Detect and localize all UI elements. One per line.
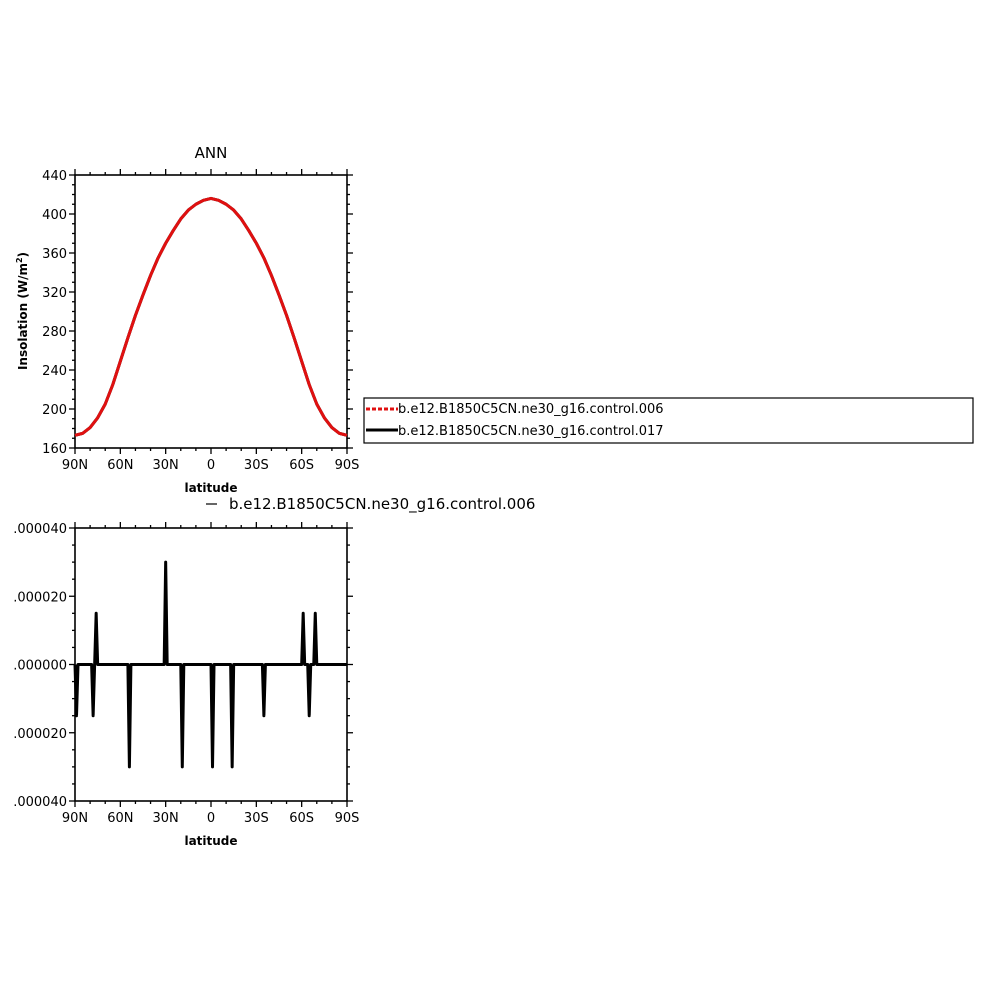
y-tick-label: .000040: [13, 522, 67, 537]
legend-entry-006: b.e12.B1850C5CN.ne30_g16.control.006: [398, 402, 664, 417]
legend-entry-017: b.e12.B1850C5CN.ne30_g16.control.017: [398, 424, 664, 439]
x-tick-label: 90N: [62, 458, 88, 473]
x-tick-label: 30N: [153, 811, 179, 826]
y-tick-label: 240: [42, 364, 67, 379]
x-axis-label: latitude: [184, 834, 237, 848]
x-tick-label: 90S: [335, 811, 360, 826]
y-tick-label: 200: [42, 403, 67, 418]
y-axis-label: Insolation (W/m2): [15, 252, 30, 370]
y-tick-label: .000020: [13, 727, 67, 742]
x-tick-label: 30N: [153, 458, 179, 473]
y-tick-label: .000000: [13, 659, 67, 674]
x-tick-label: 90N: [62, 811, 88, 826]
series-line-0: [74, 196, 348, 437]
difference-panel: b.e12.B1850C5CN.ne30_g16.control.006 90N…: [13, 495, 535, 848]
series-line-0: [73, 560, 347, 769]
plot-area: 90N 60N 30N 0 30S 60S 90S .000040 .000020 .000000…: [13, 522, 359, 826]
y-tick-label: 400: [42, 208, 67, 223]
x-tick-label: 60S: [289, 458, 314, 473]
legend: b.e12.B1850C5CN.ne30_g16.control.006 b.e…: [363, 397, 974, 444]
plot-area: 90N 60N 30N 0 30S 60S 90S 160 200 240 280 320 360 400…: [42, 169, 359, 473]
chart-title: ANN: [195, 144, 228, 162]
x-tick-label: 60N: [107, 811, 133, 826]
x-tick-label: 60N: [107, 458, 133, 473]
y-tick-label: 320: [42, 286, 67, 301]
series-line-1: [74, 196, 348, 437]
y-tick-label: 360: [42, 247, 67, 262]
y-tick-label: .000020: [13, 590, 67, 605]
y-tick-label: 440: [42, 169, 67, 184]
x-tick-label: 0: [207, 811, 215, 826]
panel2-legend-text: b.e12.B1850C5CN.ne30_g16.control.006: [229, 495, 535, 514]
y-tick-label: 280: [42, 325, 67, 340]
y-tick-label: 160: [42, 442, 67, 457]
legend-frame: [363, 397, 974, 444]
plot-frame: [74, 174, 348, 449]
x-tick-label: 90S: [335, 458, 360, 473]
y-tick-label: .000040: [13, 795, 67, 810]
x-tick-label: 30S: [244, 458, 269, 473]
x-tick-label: 30S: [244, 811, 269, 826]
x-axis-label: latitude: [184, 481, 237, 495]
x-tick-label: 60S: [289, 811, 314, 826]
insolation-panel: ANN 90N 60N 30N 0 30S 60S 90S 160 200 240 280 320 36…: [15, 144, 359, 495]
x-tick-label: 0: [207, 458, 215, 473]
